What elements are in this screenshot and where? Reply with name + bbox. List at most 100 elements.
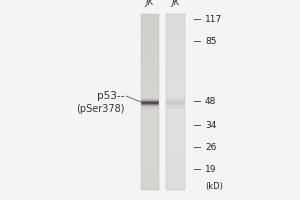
Bar <box>141 179 159 181</box>
Bar <box>167 168 184 170</box>
Bar <box>167 40 184 43</box>
Bar <box>167 181 184 183</box>
Bar <box>141 29 159 32</box>
Bar <box>141 71 159 73</box>
Bar <box>167 14 184 190</box>
Bar <box>141 153 159 155</box>
Bar <box>167 183 184 186</box>
Bar <box>167 56 184 58</box>
Bar <box>167 175 184 177</box>
Bar <box>167 188 184 190</box>
Bar <box>141 126 159 128</box>
Bar <box>167 155 184 157</box>
Bar <box>167 142 184 144</box>
Bar <box>141 175 159 177</box>
Bar <box>141 122 159 124</box>
Text: (pSer378): (pSer378) <box>76 104 124 114</box>
Bar <box>141 89 159 91</box>
Bar <box>167 102 184 103</box>
Bar <box>141 51 159 54</box>
Bar <box>141 166 159 168</box>
Bar <box>141 84 159 87</box>
Bar <box>167 128 184 131</box>
Bar <box>141 139 159 142</box>
Bar <box>167 76 184 78</box>
Bar <box>141 14 159 190</box>
Bar <box>167 73 184 76</box>
Bar <box>167 150 184 153</box>
Bar <box>141 95 159 98</box>
Bar <box>141 133 159 135</box>
Bar <box>167 101 184 102</box>
Bar <box>167 179 184 181</box>
Bar <box>141 103 159 104</box>
Bar <box>167 103 184 104</box>
Bar <box>167 157 184 159</box>
Bar <box>141 144 159 146</box>
Bar <box>167 45 184 47</box>
Bar <box>141 155 159 157</box>
Bar <box>167 166 184 168</box>
Bar <box>167 49 184 51</box>
Bar <box>167 16 184 18</box>
Bar <box>167 109 184 111</box>
Bar <box>141 157 159 159</box>
Bar <box>141 146 159 148</box>
Bar <box>141 117 159 120</box>
Bar <box>167 124 184 126</box>
Bar <box>141 148 159 150</box>
Bar <box>167 100 184 102</box>
Bar <box>167 60 184 62</box>
Bar <box>167 186 184 188</box>
Bar <box>141 100 159 101</box>
Bar <box>167 80 184 82</box>
Bar <box>141 56 159 58</box>
Bar <box>141 99 159 100</box>
Bar <box>141 161 159 164</box>
Bar <box>167 29 184 32</box>
Bar <box>167 62 184 65</box>
Bar <box>141 168 159 170</box>
Text: JK: JK <box>171 0 180 7</box>
Text: 85: 85 <box>205 36 216 46</box>
Bar <box>141 58 159 60</box>
Bar <box>141 177 159 179</box>
Text: 48: 48 <box>205 97 216 106</box>
Bar <box>141 43 159 45</box>
Bar <box>141 100 159 102</box>
Bar <box>167 18 184 21</box>
Bar <box>141 73 159 76</box>
Bar <box>167 133 184 135</box>
Bar <box>141 54 159 56</box>
Bar <box>167 99 184 100</box>
Bar <box>167 107 184 108</box>
Bar <box>167 58 184 60</box>
Bar <box>141 16 159 18</box>
Bar <box>167 84 184 87</box>
Bar <box>167 25 184 27</box>
Bar <box>141 23 159 25</box>
Bar <box>167 43 184 45</box>
Bar <box>141 131 159 133</box>
Bar <box>167 38 184 40</box>
Text: 34: 34 <box>205 120 216 130</box>
Bar <box>167 172 184 175</box>
Bar <box>167 36 184 38</box>
Bar <box>141 105 159 106</box>
Bar <box>167 122 184 124</box>
Bar <box>141 109 159 111</box>
Bar <box>141 45 159 47</box>
Bar <box>167 153 184 155</box>
Bar <box>141 34 159 36</box>
Bar <box>167 106 184 109</box>
Bar <box>141 102 159 104</box>
Bar <box>141 67 159 69</box>
Bar <box>167 87 184 89</box>
Bar <box>141 181 159 183</box>
Bar <box>167 139 184 142</box>
Bar <box>167 67 184 69</box>
Bar <box>167 177 184 179</box>
Bar <box>167 148 184 150</box>
Bar <box>167 111 184 113</box>
Bar <box>141 98 159 100</box>
